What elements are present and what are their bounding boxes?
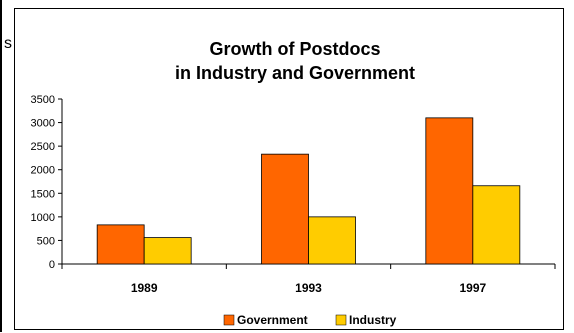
chart-svg: Growth of Postdocs in Industry and Gover… [31,39,556,327]
y-tick-label: 3000 [31,118,55,130]
x-tick-label: 1989 [131,281,158,295]
bar-industry-1997 [472,185,521,265]
left-edge-line [0,0,2,332]
y-axis: 0 500 1000 1500 2000 2500 3000 3500 [31,94,63,271]
x-tick-label: 1997 [459,281,486,295]
chart-subtitle: in Industry and Government [175,63,415,83]
edge-text-fragment: s [4,35,12,52]
y-tick-label: 500 [37,235,55,247]
y-tick-label: 1000 [31,212,55,224]
y-tick-label: 3500 [31,94,55,106]
y-tick-label: 2000 [31,165,55,177]
bar-industry-1993 [308,216,356,265]
bars [96,117,521,265]
chart-container: Growth of Postdocs in Industry and Gover… [14,8,564,330]
x-axis: 1989 1993 1997 [61,263,556,295]
y-tick-label: 2500 [31,141,55,153]
y-tick-label: 1500 [31,188,55,200]
x-tick-label: 1993 [295,281,322,295]
legend-label-industry: Industry [349,313,397,327]
legend-swatch-industry [335,314,347,326]
bar-government-1989 [96,224,145,265]
legend: Government Industry [223,313,397,327]
bar-government-1993 [261,153,309,265]
chart-title: Growth of Postdocs [210,39,381,59]
legend-label-government: Government [237,313,308,327]
legend-swatch-government [223,314,235,326]
bar-industry-1989 [143,237,192,265]
y-tick-label: 0 [49,259,55,271]
bar-government-1997 [425,117,474,265]
